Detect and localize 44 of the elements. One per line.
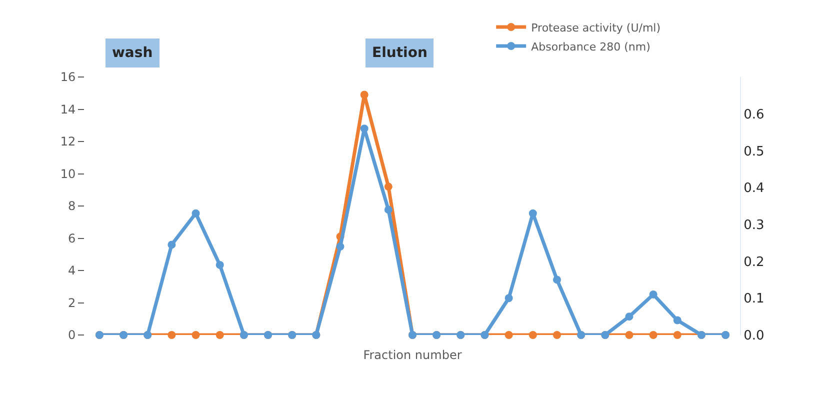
legend-label: Absorbance 280 (nm)	[531, 40, 650, 54]
point	[673, 316, 682, 324]
y2-tick-label: 0.1	[744, 292, 764, 307]
y2-tick-label: 0.0	[744, 328, 764, 344]
y2-tick-label: 0.6	[744, 107, 764, 122]
point	[504, 294, 513, 302]
point	[625, 331, 634, 339]
point	[552, 331, 561, 339]
point	[360, 124, 368, 133]
point	[504, 331, 513, 339]
point	[216, 331, 224, 339]
point	[625, 312, 634, 321]
y-tick-label: 14	[60, 102, 76, 116]
y2-tick-label: 0.3	[744, 218, 764, 233]
point	[384, 206, 392, 214]
point	[192, 331, 200, 339]
y-tick-label: 2	[68, 296, 76, 310]
y-tick-label: 0	[68, 328, 76, 342]
point	[528, 209, 537, 218]
y2-tick-label: 0.5	[744, 144, 764, 160]
y-tick-label: 8	[68, 199, 76, 214]
text: wash	[112, 45, 153, 61]
y2-tick-label: 0.4	[744, 181, 764, 196]
point	[168, 240, 176, 249]
y-tick-label: 10	[60, 166, 76, 181]
text: Elution	[372, 45, 428, 61]
x-axis-title: Fraction number	[363, 348, 462, 362]
y-tick-label: 16	[60, 70, 76, 84]
point	[649, 331, 658, 339]
point	[336, 242, 344, 251]
point	[360, 90, 368, 99]
point	[384, 182, 392, 191]
point	[649, 290, 658, 298]
y-tick-label: 6	[68, 231, 76, 246]
point	[528, 331, 537, 339]
legend-label: Protease activity (U/ml)	[531, 21, 661, 34]
point	[552, 276, 561, 284]
point	[216, 260, 224, 269]
point	[192, 209, 200, 218]
y-tick-label: 4	[68, 264, 76, 278]
point	[168, 331, 176, 339]
y-tick-label: 12	[60, 134, 76, 149]
point	[673, 331, 682, 339]
y2-tick-label: 0.2	[744, 254, 764, 270]
